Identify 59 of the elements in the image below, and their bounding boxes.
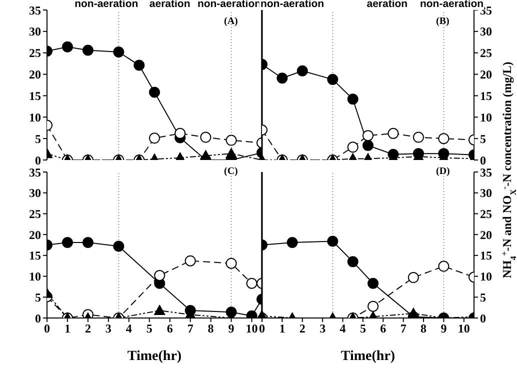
y-tick-label: 0 bbox=[35, 153, 41, 168]
x-axis-title: Time(hr) bbox=[127, 349, 182, 364]
y-tick-label: 5 bbox=[480, 290, 486, 304]
x-tick-label: 5 bbox=[146, 322, 152, 336]
y-tick-label: 15 bbox=[480, 88, 492, 103]
y-tick-label: 10 bbox=[480, 110, 492, 124]
y-tick-label: 15 bbox=[29, 248, 41, 263]
y-tick-label: 20 bbox=[480, 68, 492, 82]
y-tick-label: 25 bbox=[480, 46, 492, 60]
y-tick-label: 0 bbox=[480, 311, 486, 326]
x-tick-label: 10 bbox=[246, 322, 258, 336]
x-tick-label: 10 bbox=[458, 322, 470, 336]
x-tick-label: 9 bbox=[440, 322, 447, 336]
x-tick-label: 8 bbox=[208, 322, 214, 336]
annotation: (B) bbox=[436, 16, 450, 27]
x-tick-label: 0 bbox=[259, 322, 265, 336]
y-tick-label: 15 bbox=[480, 248, 492, 263]
x-tick-label: 2 bbox=[299, 322, 306, 336]
y-tick-label: 25 bbox=[480, 206, 492, 221]
x-tick-label: 1 bbox=[279, 322, 286, 336]
x-tick-label: 6 bbox=[380, 322, 386, 336]
x-tick-label: 7 bbox=[400, 322, 406, 336]
x-tick-label: 9 bbox=[228, 322, 234, 336]
y-tick-label: 5 bbox=[480, 132, 486, 146]
y-tick-label: 10 bbox=[29, 110, 41, 124]
x-tick-label: 4 bbox=[340, 322, 346, 336]
annotation: (A) bbox=[224, 16, 238, 27]
x-tick-label: 5 bbox=[360, 322, 366, 336]
x-tick-label: 0 bbox=[44, 322, 50, 336]
y-tick-label: 20 bbox=[480, 228, 492, 242]
y-tick-label: 30 bbox=[29, 186, 41, 200]
x-axis-title: Time(hr) bbox=[340, 349, 396, 364]
x-tick-label: 1 bbox=[64, 322, 70, 336]
x-tick-label: 8 bbox=[420, 322, 427, 336]
x-tick-label: 4 bbox=[126, 322, 132, 336]
y-tick-label: 15 bbox=[29, 88, 41, 103]
y-tick-label: 20 bbox=[29, 228, 41, 242]
y-tick-label: 30 bbox=[480, 24, 492, 39]
y-tick-label: 0 bbox=[35, 311, 41, 326]
y-tick-label: 10 bbox=[29, 270, 41, 284]
y-tick-label: 0 bbox=[480, 153, 486, 168]
x-tick-label: 6 bbox=[166, 322, 173, 336]
y-tick-label: 25 bbox=[29, 46, 41, 60]
x-tick-label: 2 bbox=[84, 322, 91, 336]
y-tick-label: 10 bbox=[480, 270, 492, 284]
x-tick-label: 3 bbox=[105, 322, 112, 336]
y-tick-label: 25 bbox=[29, 206, 41, 221]
y-tick-label: 5 bbox=[35, 132, 41, 146]
y-tick-label: 35 bbox=[480, 165, 492, 180]
y-tick-label: 30 bbox=[480, 186, 492, 200]
y-tick-label: 20 bbox=[29, 68, 41, 82]
y-tick-label: 35 bbox=[29, 165, 41, 180]
y-tick-label: 5 bbox=[35, 290, 41, 304]
y-tick-label: 35 bbox=[29, 3, 41, 18]
annotation: (C) bbox=[224, 166, 238, 177]
x-tick-label: 3 bbox=[320, 322, 326, 336]
x-tick-label: 7 bbox=[187, 322, 194, 336]
annotation: (D) bbox=[436, 166, 450, 177]
y-tick-label: 30 bbox=[29, 24, 41, 39]
